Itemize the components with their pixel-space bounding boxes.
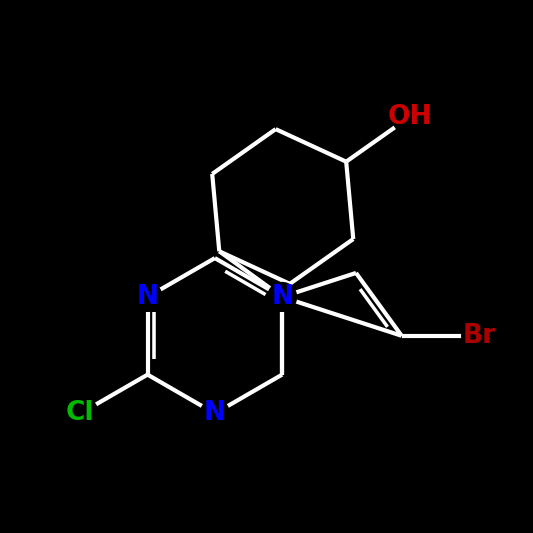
Circle shape	[63, 396, 98, 431]
Text: N: N	[271, 284, 293, 310]
Text: OH: OH	[387, 104, 432, 130]
Circle shape	[268, 282, 296, 311]
Text: Cl: Cl	[66, 400, 94, 426]
Text: N: N	[204, 400, 226, 426]
Circle shape	[392, 99, 427, 134]
Circle shape	[462, 318, 497, 353]
Text: N: N	[136, 284, 159, 310]
Circle shape	[133, 282, 162, 311]
Text: Br: Br	[463, 323, 496, 349]
Circle shape	[200, 399, 229, 428]
